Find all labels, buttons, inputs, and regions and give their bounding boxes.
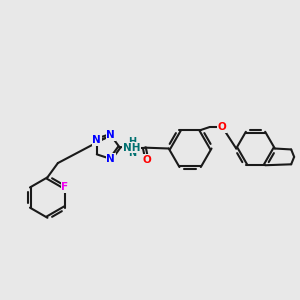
Text: O: O (142, 154, 151, 164)
Text: N: N (106, 130, 115, 140)
Text: H
N: H N (128, 137, 136, 158)
Text: O: O (218, 122, 226, 132)
Text: NH: NH (123, 142, 141, 153)
Text: F: F (61, 182, 68, 193)
Text: N: N (106, 154, 115, 164)
Text: N: N (92, 135, 101, 145)
